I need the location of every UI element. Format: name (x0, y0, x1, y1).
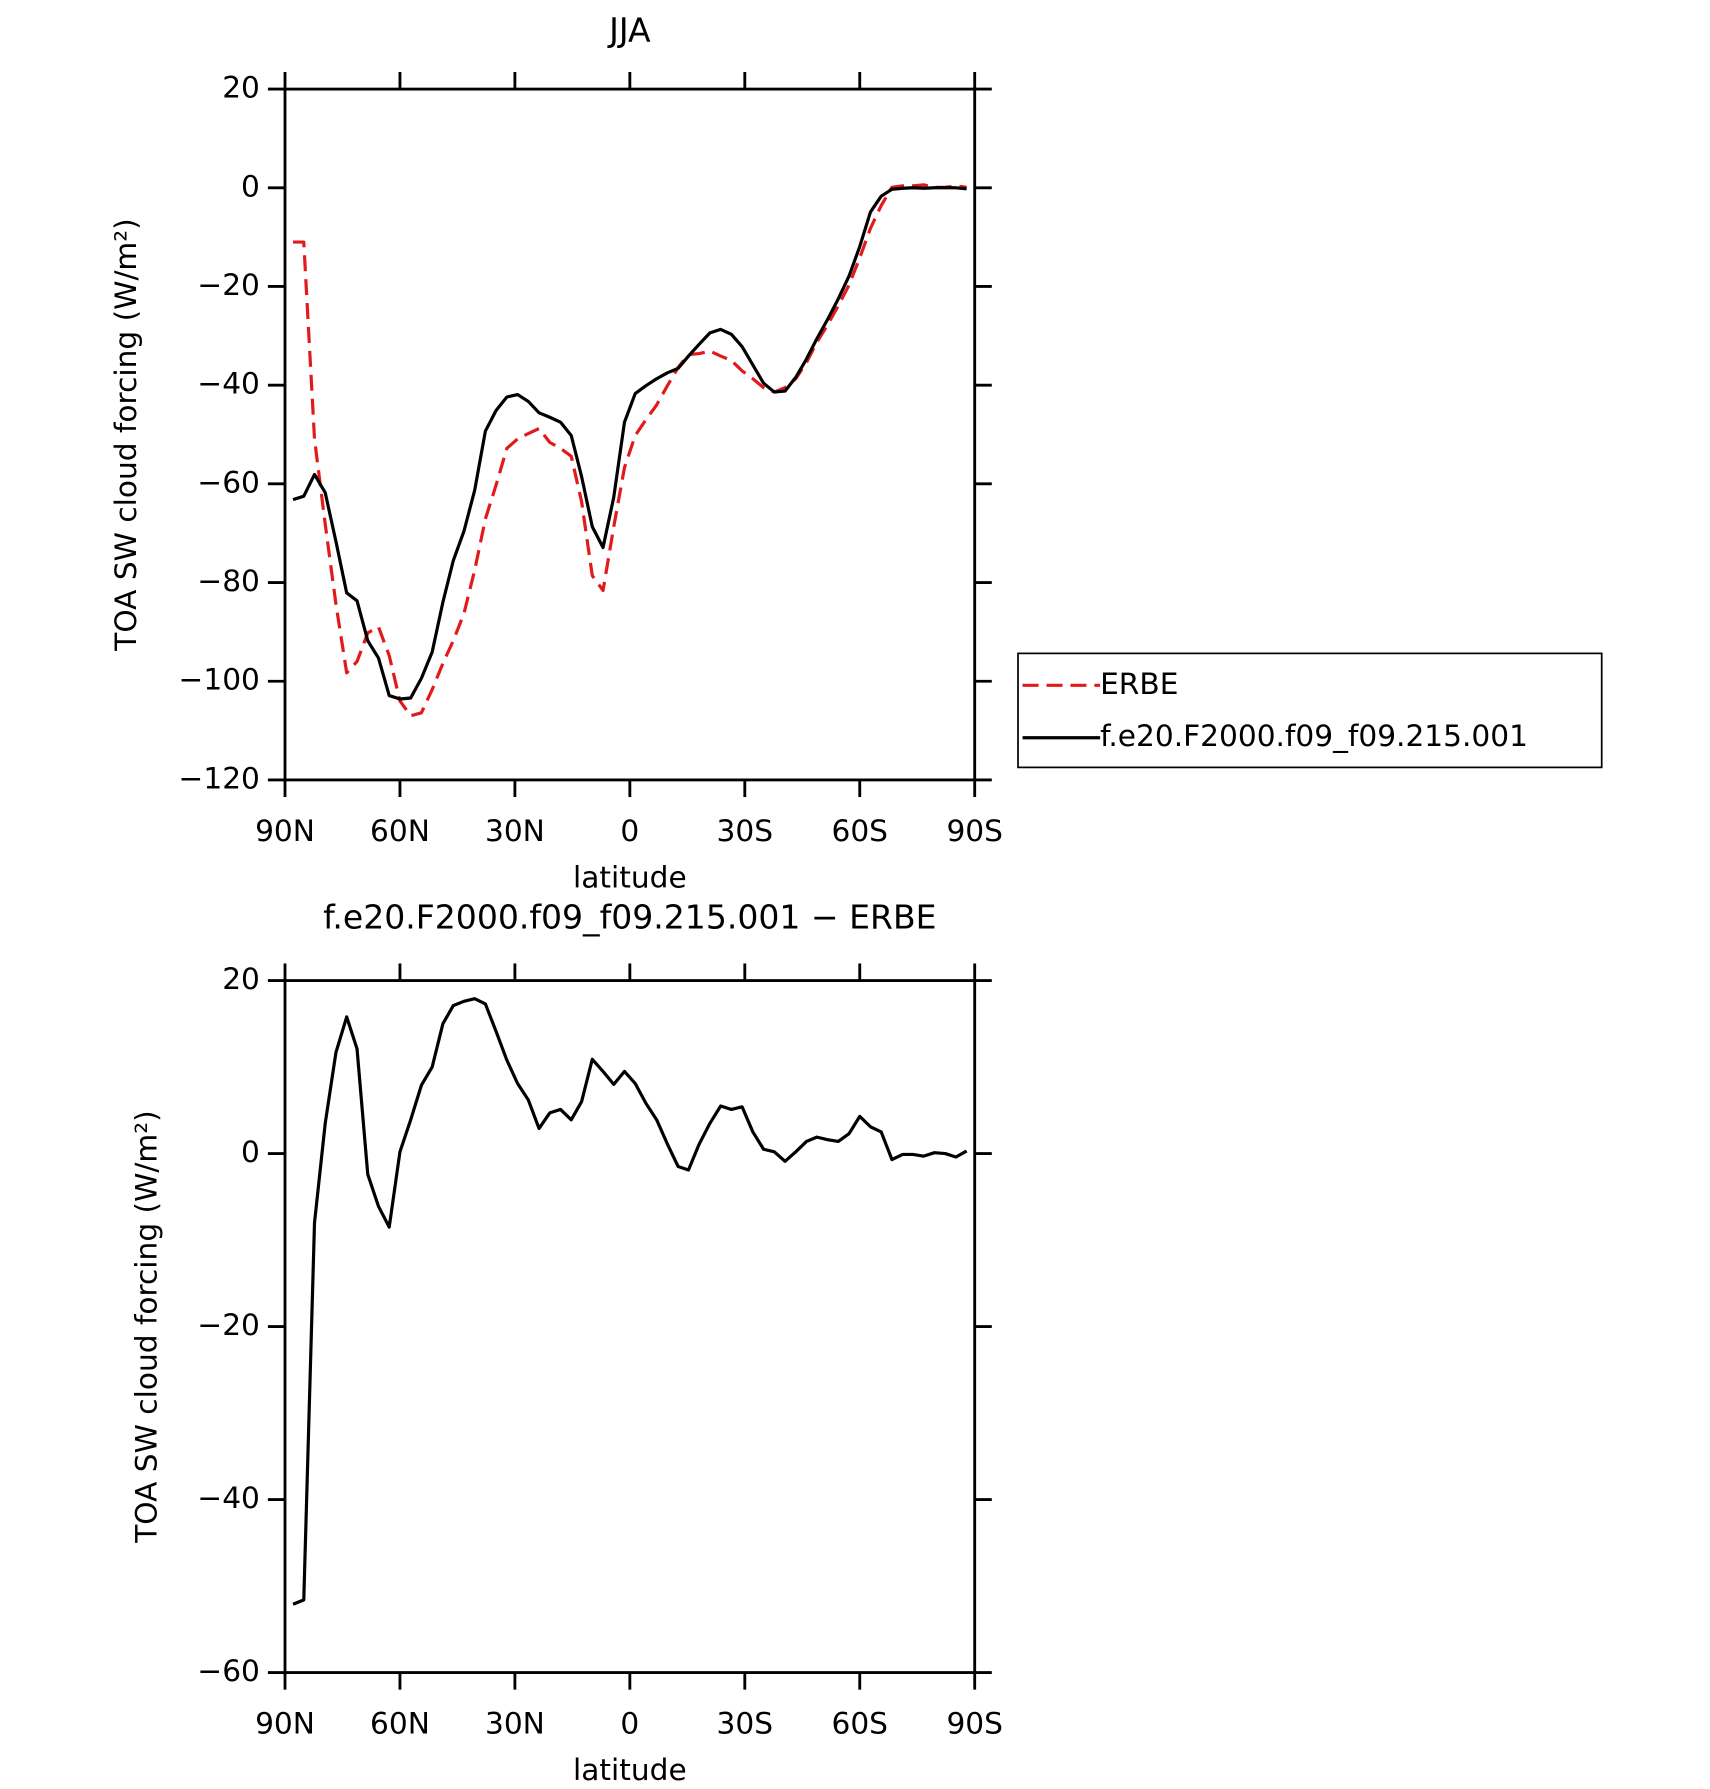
x-tick-label: 90S (946, 1705, 1003, 1740)
y-tick-label: −100 (179, 662, 260, 697)
series-line (292, 997, 968, 1606)
y-axis-label: TOA SW cloud forcing (W/m²) (108, 218, 143, 651)
x-tick-label: 90N (255, 1705, 315, 1740)
y-tick-label: −40 (197, 366, 260, 401)
y-tick-label: −40 (197, 1480, 260, 1515)
x-tick-label: 30N (485, 813, 545, 848)
x-axis-label: latitude (573, 860, 687, 895)
y-tick-label: −80 (197, 563, 260, 598)
chart-title: f.e20.F2000.f09_f09.215.001 − ERBE (323, 898, 936, 937)
y-tick-label: 0 (241, 168, 260, 203)
y-tick-label: −120 (179, 760, 260, 795)
y-tick-label: 20 (222, 70, 260, 105)
x-tick-label: 30S (717, 1705, 774, 1740)
y-tick-label: −20 (197, 267, 260, 302)
y-axis-label: TOA SW cloud forcing (W/m²) (129, 1110, 164, 1543)
series-line (293, 183, 967, 718)
x-tick-label: 60N (370, 813, 430, 848)
x-tick-label: 60S (831, 1705, 888, 1740)
y-tick-label: −20 (197, 1307, 260, 1342)
x-tick-label: 30S (717, 813, 774, 848)
plot-frame (283, 87, 977, 782)
y-tick-label: −60 (197, 464, 260, 499)
chart-title: JJA (607, 11, 651, 50)
x-axis-label: latitude (573, 1752, 687, 1787)
legend-label: ERBE (1100, 666, 1178, 701)
y-tick-label: 0 (241, 1134, 260, 1169)
x-tick-label: 0 (620, 813, 639, 848)
legend-box (1017, 652, 1603, 769)
x-tick-label: 90S (946, 813, 1003, 848)
legend-label: f.e20.F2000.f09_f09.215.001 (1100, 718, 1528, 753)
x-tick-label: 60S (831, 813, 888, 848)
y-tick-label: 20 (222, 961, 260, 996)
x-tick-label: 60N (370, 1705, 430, 1740)
x-tick-label: 30N (485, 1705, 545, 1740)
x-tick-label: 90N (255, 813, 315, 848)
y-tick-label: −60 (197, 1653, 260, 1688)
x-tick-label: 0 (620, 1705, 639, 1740)
plot-frame (283, 979, 977, 1674)
series-line (292, 186, 967, 701)
